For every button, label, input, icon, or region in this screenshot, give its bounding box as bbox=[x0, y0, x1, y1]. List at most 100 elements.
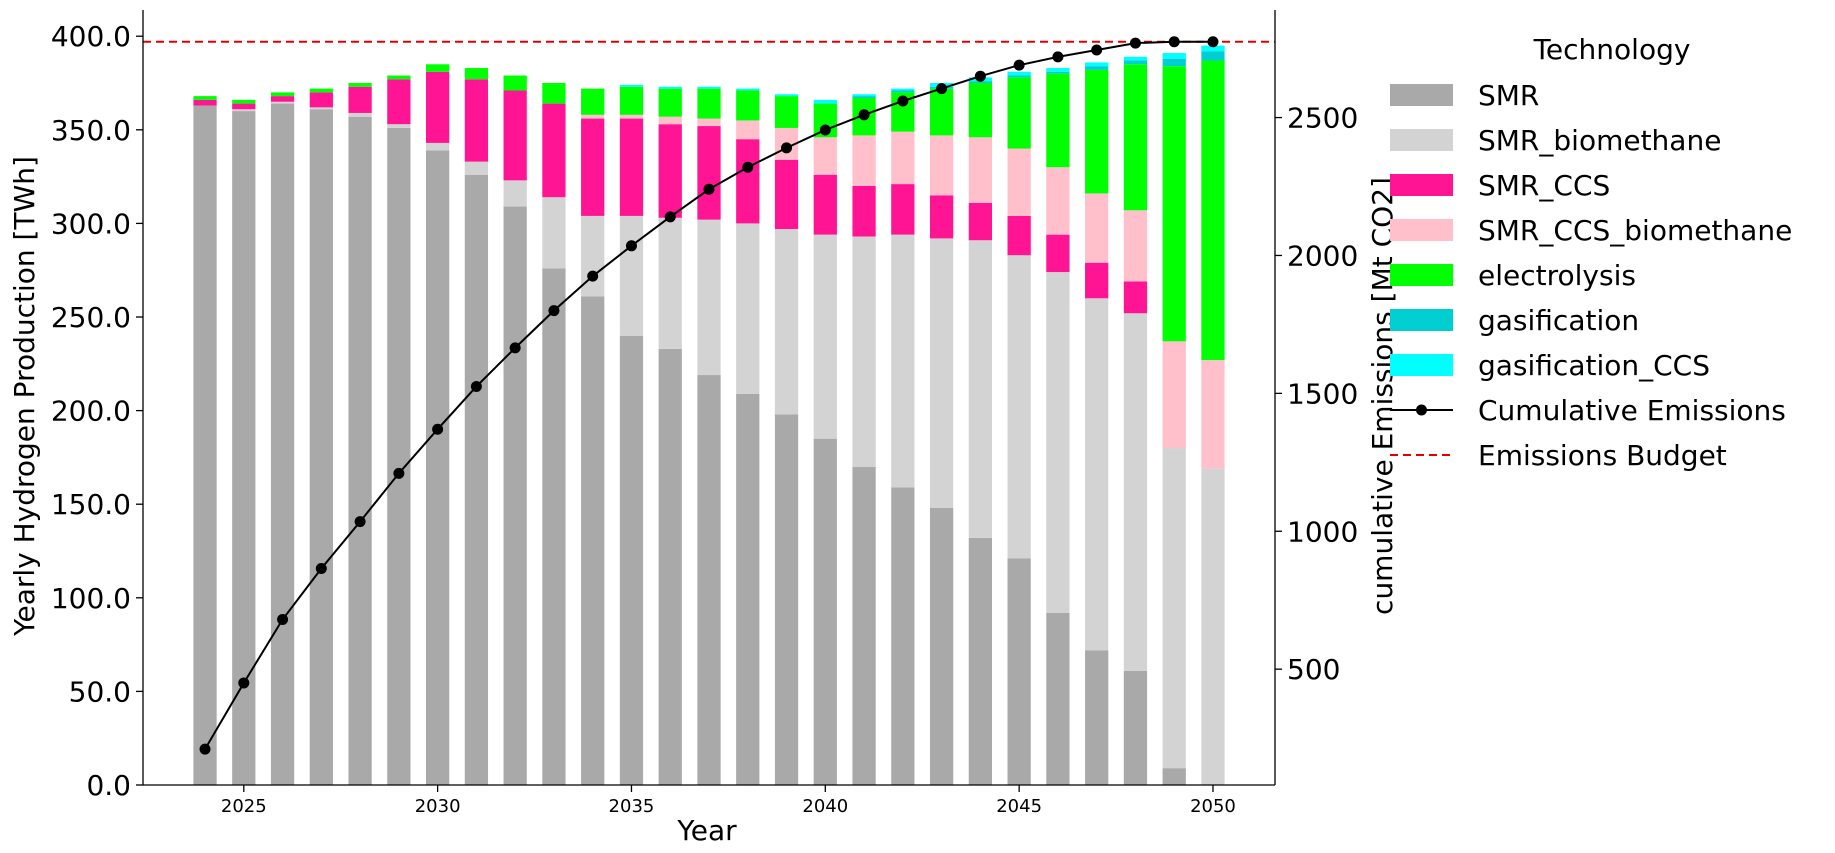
bar-electrolysis-2027 bbox=[309, 88, 333, 93]
bar-gasification_CCS-2036 bbox=[658, 86, 682, 89]
legend-swatch-SMR_biomethane bbox=[1390, 129, 1453, 151]
y-tick-label: 150.0 bbox=[51, 488, 131, 521]
emissions-point-2024 bbox=[199, 743, 211, 755]
bar-SMR-2046 bbox=[1046, 612, 1070, 785]
emissions-point-2050 bbox=[1207, 36, 1219, 48]
bar-gasification-2044 bbox=[968, 81, 992, 84]
emissions-point-2031 bbox=[470, 380, 482, 392]
bar-SMR_CCS-2036 bbox=[658, 124, 682, 218]
bar-SMR_CCS-2039 bbox=[774, 159, 799, 230]
bar-gasification_CCS-2050 bbox=[1201, 45, 1225, 52]
emissions-point-2043 bbox=[936, 83, 948, 95]
bar-SMR-2048 bbox=[1123, 670, 1148, 785]
bar-SMR_CCS_biomethane-2036 bbox=[658, 116, 682, 125]
bar-SMR_CCS-2034 bbox=[581, 118, 605, 216]
emissions-point-2029 bbox=[393, 467, 405, 479]
bar-SMR_biomethane-2039 bbox=[774, 229, 799, 415]
bar-SMR_CCS-2028 bbox=[348, 86, 372, 113]
legend-title: Technology bbox=[1533, 33, 1691, 66]
bar-SMR_CCS-2041 bbox=[852, 185, 876, 237]
y2-tick-label: 500 bbox=[1287, 653, 1340, 686]
bar-SMR_CCS_biomethane-2037 bbox=[697, 118, 721, 127]
legend: Technology SMR SMR_biomethane SMR_CCS SMR_C… bbox=[1390, 33, 1792, 472]
bar-SMR_CCS_biomethane-2034 bbox=[581, 114, 605, 119]
x-tick-label: 2040 bbox=[802, 796, 848, 817]
bar-SMR_biomethane-2036 bbox=[658, 217, 682, 349]
bar-SMR_CCS_biomethane-2049 bbox=[1162, 341, 1186, 449]
bar-SMR_biomethane-2042 bbox=[891, 234, 915, 488]
bar-SMR-2041 bbox=[852, 466, 876, 785]
bar-SMR-2043 bbox=[929, 507, 954, 785]
bar-electrolysis-2046 bbox=[1046, 73, 1070, 168]
emissions-point-2035 bbox=[625, 240, 637, 252]
bar-gasification-2049 bbox=[1162, 58, 1186, 67]
legend-label-cumulative-emissions: Cumulative Emissions bbox=[1478, 394, 1786, 427]
emissions-point-2026 bbox=[277, 614, 289, 626]
bar-gasification_CCS-2042 bbox=[891, 88, 915, 91]
emissions-point-2034 bbox=[587, 270, 599, 282]
legend-label-SMR_biomethane: SMR_biomethane bbox=[1478, 124, 1721, 157]
bar-SMR-2038 bbox=[736, 393, 760, 785]
emissions-point-2037 bbox=[703, 183, 715, 195]
bar-SMR-2033 bbox=[542, 268, 566, 786]
bar-SMR_CCS-2024 bbox=[193, 99, 217, 106]
bar-SMR_CCS-2042 bbox=[891, 184, 915, 235]
bar-gasification_CCS-2039 bbox=[774, 94, 799, 97]
bar-electrolysis-2037 bbox=[697, 88, 721, 119]
bar-electrolysis-2045 bbox=[1007, 77, 1031, 149]
axes: 0.0 50.0 100.0 150.0 200.0 250.0 300.0 350.0 400… bbox=[51, 10, 1358, 817]
bar-SMR_biomethane-2031 bbox=[464, 161, 489, 175]
bar-gasification_CCS-2047 bbox=[1085, 62, 1109, 67]
bar-SMR_biomethane-2049 bbox=[1162, 448, 1186, 769]
bar-SMR_CCS_biomethane-2047 bbox=[1085, 193, 1109, 263]
bar-SMR_biomethane-2041 bbox=[852, 236, 876, 467]
x-tick-label: 2045 bbox=[996, 796, 1042, 817]
legend-label-electrolysis: electrolysis bbox=[1478, 259, 1636, 292]
bar-SMR_biomethane-2028 bbox=[348, 112, 372, 117]
y-tick-label: 350.0 bbox=[51, 114, 131, 147]
cumulative-emissions-line bbox=[199, 36, 1219, 755]
bar-electrolysis-2044 bbox=[968, 83, 992, 138]
emissions-point-2032 bbox=[509, 342, 521, 354]
bar-SMR_CCS_biomethane-2046 bbox=[1046, 167, 1070, 235]
bar-SMR-2027 bbox=[309, 109, 333, 785]
bar-SMR_CCS_biomethane-2040 bbox=[813, 137, 837, 175]
bar-SMR-2028 bbox=[348, 116, 372, 785]
bar-SMR_CCS-2043 bbox=[929, 195, 954, 239]
y-tick-label: 50.0 bbox=[69, 675, 131, 708]
bar-SMR_biomethane-2025 bbox=[232, 109, 256, 112]
y-tick-label: 300.0 bbox=[51, 207, 131, 240]
x-tick-label: 2030 bbox=[415, 796, 461, 817]
emissions-point-2046 bbox=[1052, 51, 1064, 63]
bar-SMR_CCS-2030 bbox=[426, 71, 450, 143]
legend-label-emissions-budget: Emissions Budget bbox=[1478, 439, 1727, 472]
y2-tick-label: 2000 bbox=[1287, 239, 1358, 272]
bar-gasification_CCS-2045 bbox=[1007, 71, 1031, 76]
bar-SMR-2032 bbox=[503, 206, 527, 785]
bar-gasification_CCS-2038 bbox=[736, 88, 760, 91]
bar-SMR_biomethane-2046 bbox=[1046, 272, 1070, 613]
emissions-point-2041 bbox=[858, 109, 870, 121]
bar-SMR_CCS-2025 bbox=[232, 103, 256, 110]
y-axis-title: Yearly Hydrogen Production [TWh] bbox=[8, 156, 41, 637]
emissions-point-2044 bbox=[974, 70, 986, 82]
emissions-point-2027 bbox=[315, 563, 327, 574]
bar-SMR_CCS-2029 bbox=[387, 79, 411, 125]
bar-SMR_CCS_biomethane-2043 bbox=[929, 135, 954, 196]
emissions-point-2047 bbox=[1091, 44, 1103, 56]
emissions-point-2025 bbox=[238, 677, 250, 689]
bar-SMR_CCS-2031 bbox=[464, 79, 489, 162]
bar-SMR-2047 bbox=[1085, 650, 1109, 785]
bar-SMR_CCS-2027 bbox=[309, 92, 333, 108]
bar-SMR_CCS-2037 bbox=[697, 126, 721, 220]
bar-SMR-2045 bbox=[1007, 558, 1031, 785]
bar-SMR_biomethane-2040 bbox=[813, 234, 837, 439]
bar-electrolysis-2030 bbox=[426, 64, 450, 72]
bar-SMR-2029 bbox=[387, 127, 411, 786]
legend-label-gasification_CCS: gasification_CCS bbox=[1478, 349, 1710, 382]
bar-electrolysis-2049 bbox=[1162, 66, 1186, 342]
bar-gasification-2050 bbox=[1201, 51, 1225, 61]
bar-SMR_biomethane-2045 bbox=[1007, 255, 1031, 559]
emissions-point-2039 bbox=[781, 142, 793, 154]
bar-SMR-2049 bbox=[1162, 768, 1186, 785]
